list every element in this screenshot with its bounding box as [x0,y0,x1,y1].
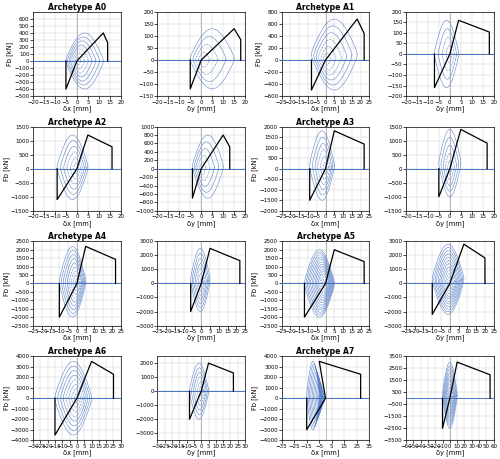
X-axis label: δx [mm]: δx [mm] [62,105,91,112]
X-axis label: δy [mm]: δy [mm] [436,220,464,227]
X-axis label: δy [mm]: δy [mm] [436,105,464,112]
Y-axis label: Fb [kN]: Fb [kN] [252,271,258,296]
X-axis label: δx [mm]: δx [mm] [62,335,91,341]
X-axis label: δx [mm]: δx [mm] [312,105,340,112]
Y-axis label: Fb [kN]: Fb [kN] [3,386,10,410]
X-axis label: δy [mm]: δy [mm] [187,335,216,341]
Title: Archetype A1: Archetype A1 [296,3,354,12]
Y-axis label: Fb [kN]: Fb [kN] [3,157,10,181]
X-axis label: δy [mm]: δy [mm] [187,105,216,112]
X-axis label: δy [mm]: δy [mm] [436,449,464,456]
Title: Archetype A5: Archetype A5 [296,232,354,241]
Y-axis label: Fb [kN]: Fb [kN] [252,386,258,410]
Title: Archetype A7: Archetype A7 [296,347,354,356]
Title: Archetype A0: Archetype A0 [48,3,106,12]
Y-axis label: Fb [kN]: Fb [kN] [3,271,10,296]
X-axis label: δy [mm]: δy [mm] [436,335,464,341]
Title: Archetype A4: Archetype A4 [48,232,106,241]
X-axis label: δx [mm]: δx [mm] [312,335,340,341]
X-axis label: δx [mm]: δx [mm] [312,449,340,456]
Y-axis label: Fb [kN]: Fb [kN] [252,157,258,181]
Y-axis label: Fb [kN]: Fb [kN] [6,42,13,66]
X-axis label: δx [mm]: δx [mm] [62,449,91,456]
Title: Archetype A6: Archetype A6 [48,347,106,356]
X-axis label: δx [mm]: δx [mm] [312,220,340,227]
Title: Archetype A2: Archetype A2 [48,118,106,127]
X-axis label: δx [mm]: δx [mm] [62,220,91,227]
X-axis label: δy [mm]: δy [mm] [187,449,216,456]
Y-axis label: Fb [kN]: Fb [kN] [255,42,262,66]
X-axis label: δy [mm]: δy [mm] [187,220,216,227]
Title: Archetype A3: Archetype A3 [296,118,354,127]
